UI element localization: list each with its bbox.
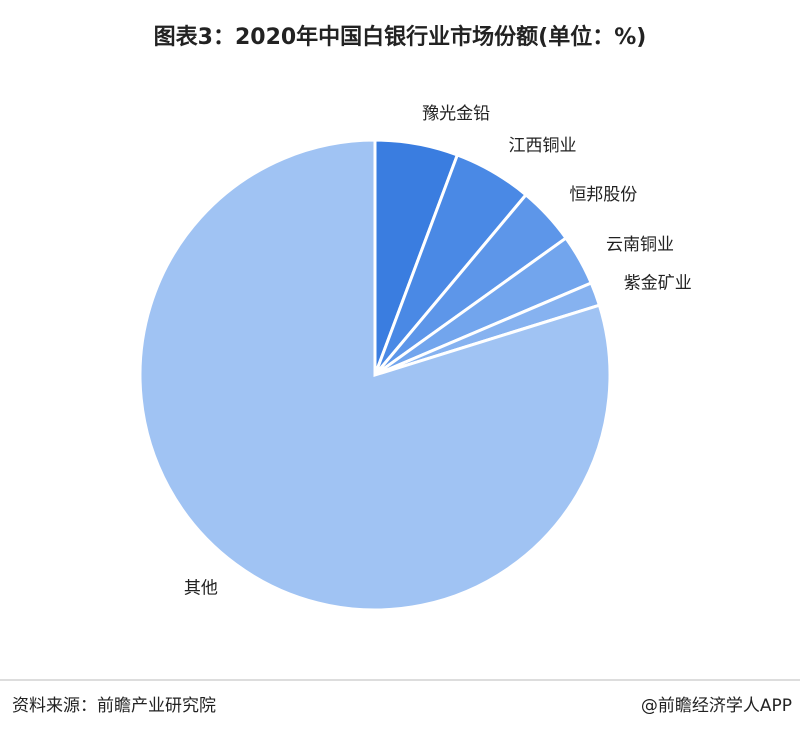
slice-label: 恒邦股份 [569,185,637,205]
slice-label: 豫光金铅 [422,104,490,124]
slice-label: 其他 [184,578,218,598]
slice-label: 云南铜业 [606,235,674,255]
source: 资料来源：前瞻产业研究院 [12,696,216,716]
slice-label: 江西铜业 [508,136,576,156]
credit: @前瞻经济学人APP [641,696,792,716]
pie-slice [138,138,612,612]
chart-title: 图表3：2020年中国白银行业市场份额(单位：%) [154,24,647,50]
slice-label: 紫金矿业 [624,274,692,294]
